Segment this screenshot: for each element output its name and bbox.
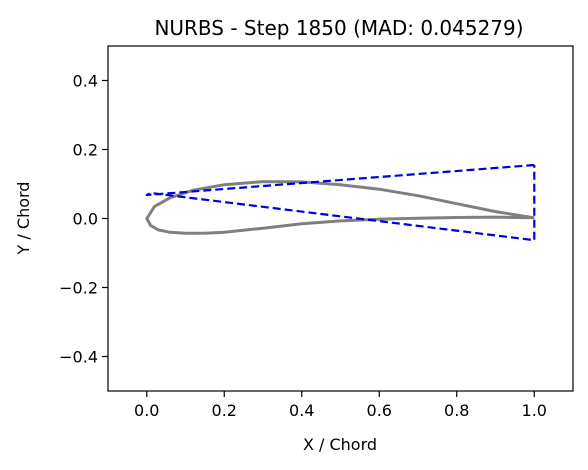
y-axis-label: Y / Chord [14,182,33,256]
series-line-0 [145,180,535,235]
x-axis-ticks: 0.0 0.2 0.4 0.6 0.8 1.0 [134,391,547,420]
x-tick-label: 0.4 [289,401,314,420]
plot-area [145,163,536,242]
x-tick-label: 0.0 [134,401,159,420]
y-axis-ticks: 0.4 0.2 0.0 −0.2 −0.4 [59,72,108,367]
x-tick-label: 0.2 [212,401,237,420]
x-axis-label: X / Chord [303,435,377,454]
y-tick-label: −0.2 [59,279,98,298]
x-tick-label: 1.0 [522,401,547,420]
y-tick-label: −0.4 [59,348,98,367]
y-tick-label: 0.4 [73,72,98,91]
series-line-1 [145,163,536,242]
y-tick-label: 0.2 [73,141,98,160]
y-tick-label: 0.0 [73,210,98,229]
x-tick-label: 0.8 [444,401,469,420]
x-tick-label: 0.6 [367,401,392,420]
chart-title: NURBS - Step 1850 (MAD: 0.045279) [154,16,523,40]
